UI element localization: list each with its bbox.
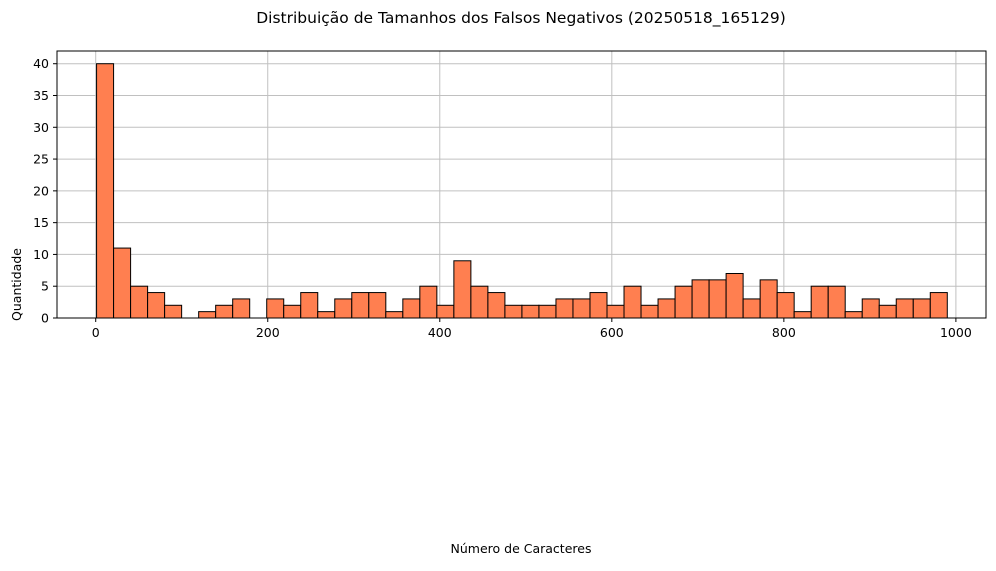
histogram-bar — [827, 285, 846, 319]
histogram-bar — [215, 304, 234, 319]
histogram-bar — [793, 311, 812, 319]
x-tick-label: 800 — [772, 325, 796, 340]
histogram-bar — [555, 298, 574, 319]
histogram-bar — [130, 285, 149, 319]
histogram-bar — [147, 292, 166, 319]
histogram-bar — [470, 285, 489, 319]
histogram-bar — [487, 292, 506, 319]
bars — [96, 63, 948, 319]
histogram-bar — [96, 63, 115, 319]
x-tick-label: 1000 — [940, 325, 972, 340]
histogram-bar — [164, 304, 183, 319]
histogram-bar — [708, 279, 727, 319]
histogram-bar — [436, 304, 455, 319]
histogram-bar — [623, 285, 642, 319]
histogram-bar — [198, 311, 217, 319]
histogram-bar — [861, 298, 880, 319]
chart-title: Distribuição de Tamanhos dos Falsos Nega… — [256, 9, 786, 28]
histogram-bar — [266, 298, 285, 319]
histogram-bar — [521, 304, 540, 319]
x-tick-label: 400 — [428, 325, 452, 340]
histogram-bar — [640, 304, 659, 319]
histogram-bar — [283, 304, 302, 319]
histogram-bar — [334, 298, 353, 319]
histogram-bar — [776, 292, 795, 319]
histogram-bar — [504, 304, 523, 319]
y-tick-label: 40 — [33, 56, 49, 71]
histogram-bar — [657, 298, 676, 319]
histogram-bar — [232, 298, 251, 319]
histogram-bar — [912, 298, 931, 319]
y-tick-label: 15 — [33, 215, 49, 230]
histogram-bar — [368, 292, 387, 319]
histogram-bar — [419, 285, 438, 319]
x-axis-label: Número de Caracteres — [451, 541, 592, 556]
histogram-bar — [844, 311, 863, 319]
histogram-bar — [113, 247, 132, 319]
y-tick-label: 10 — [33, 247, 49, 262]
grid — [57, 51, 986, 319]
y-tick-label: 5 — [41, 279, 49, 294]
histogram-bar — [402, 298, 421, 319]
histogram-bar — [300, 292, 319, 319]
histogram-bar — [674, 285, 693, 319]
x-tick-label: 600 — [600, 325, 624, 340]
histogram-bar — [742, 298, 761, 319]
histogram-bar — [691, 279, 710, 319]
histogram-bar — [606, 304, 625, 319]
y-tick-label: 25 — [33, 152, 49, 167]
x-tick-label: 0 — [92, 325, 100, 340]
histogram-bar — [759, 279, 778, 319]
histogram-bar — [589, 292, 608, 319]
histogram-bar — [895, 298, 914, 319]
histogram-bar — [351, 292, 370, 319]
histogram-bar — [725, 273, 744, 319]
histogram-bar — [453, 260, 472, 319]
histogram-bar — [810, 285, 829, 319]
histogram-bar — [572, 298, 591, 319]
y-tick-label: 30 — [33, 120, 49, 135]
y-tick-label: 20 — [33, 183, 49, 198]
y-axis-label: Quantidade — [9, 248, 24, 321]
histogram-bar — [317, 311, 336, 319]
y-tick-label: 0 — [41, 311, 49, 326]
histogram-bar — [538, 304, 557, 319]
x-tick-label: 200 — [256, 325, 280, 340]
plot-frame — [56, 50, 987, 319]
y-tick-label: 35 — [33, 88, 49, 103]
ticks: 0 200 400 600 800 1000 0 5 10 15 20 25 30 35 40 — [33, 56, 972, 340]
histogram-bar — [929, 292, 948, 319]
histogram-bar — [385, 311, 404, 319]
histogram-bar — [878, 304, 897, 319]
